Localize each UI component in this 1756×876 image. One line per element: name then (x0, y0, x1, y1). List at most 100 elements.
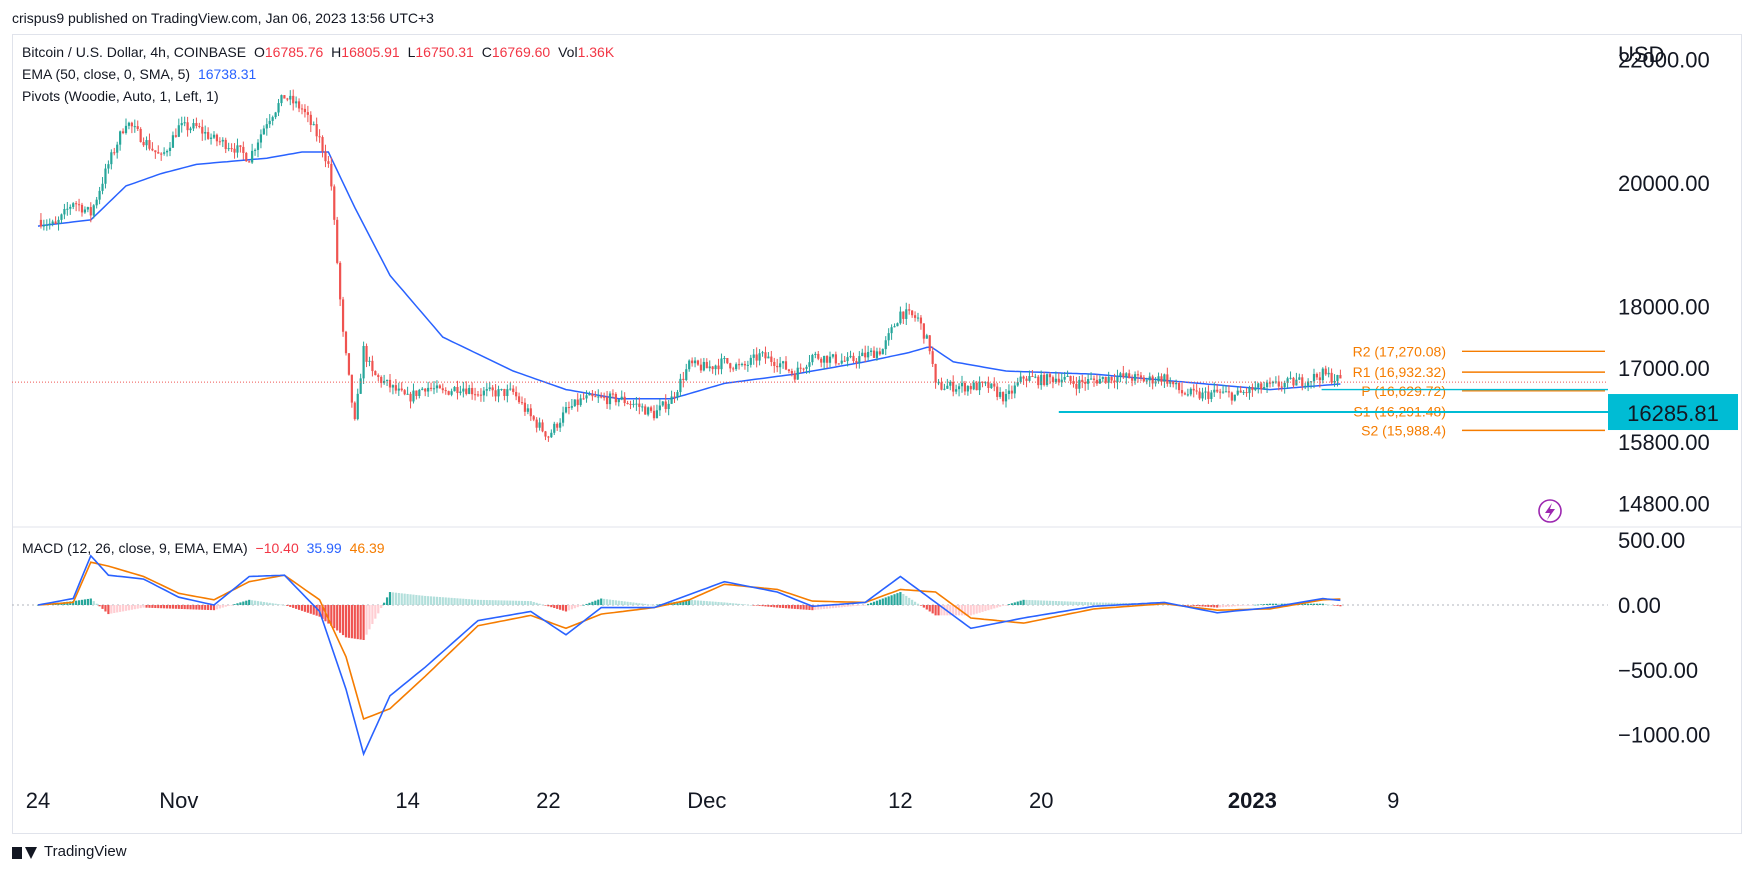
candle-body (139, 128, 142, 143)
candle-body (737, 364, 741, 366)
macd-histogram-bar (339, 605, 342, 633)
candle-body (576, 399, 579, 406)
macd-histogram-bar (723, 602, 726, 605)
candle-body (887, 333, 890, 341)
macd-histogram-bar (735, 603, 738, 605)
candle-body (529, 408, 532, 417)
candle-body (834, 354, 837, 364)
candle-body (127, 122, 131, 126)
candle-body (453, 386, 456, 392)
candle-body (1257, 383, 1260, 388)
candle-body (614, 393, 617, 403)
footer-brand[interactable]: TradingView (44, 843, 127, 860)
macd-histogram-bar (597, 599, 600, 605)
time-axis[interactable]: 24 Nov 14 22 Dec 12 20 2023 9 (26, 788, 1400, 813)
macd-histogram-bar (1230, 605, 1233, 607)
macd-histogram-bar (98, 605, 101, 607)
candle-body (365, 345, 368, 362)
macd-histogram-bar (905, 595, 908, 605)
macd-histogram-bar (75, 600, 78, 605)
candle-body (318, 136, 321, 138)
footer: TradingView (12, 843, 127, 860)
macd-histogram-bar (309, 605, 312, 614)
macd-histogram-bar (160, 605, 163, 609)
candle-body (940, 382, 943, 390)
candle-body (849, 355, 852, 358)
candle-body (617, 399, 620, 403)
candle-body (582, 398, 585, 400)
macd-pane (12, 554, 1608, 757)
candle-body (611, 393, 615, 395)
candle-body (1265, 382, 1269, 388)
candle-body (268, 120, 271, 125)
macd-histogram-bar (811, 605, 814, 611)
candle-body (271, 117, 274, 121)
candle-body (934, 363, 937, 383)
candle-body (564, 407, 568, 413)
candle-body (1298, 377, 1301, 380)
candle-body (799, 367, 802, 369)
macd-histogram-bar (987, 605, 990, 611)
macd-histogram-bar (459, 598, 462, 605)
macd-histogram-bar (1210, 605, 1213, 608)
legend-macd-label: MACD (12, 26, close, 9, EMA, EMA) (22, 540, 248, 556)
macd-histogram-bar (1274, 603, 1277, 605)
macd-histogram-bar (649, 604, 653, 606)
macd-histogram-bar (36, 605, 40, 606)
candle-body (1001, 391, 1005, 402)
macd-histogram-bar (280, 604, 283, 606)
candle-body (391, 385, 395, 388)
candle-body (1004, 393, 1008, 402)
macd-histogram-bar (544, 605, 547, 606)
candle-body (884, 340, 887, 350)
macd-histogram-bar (207, 605, 210, 610)
macd-histogram-bar (444, 597, 447, 605)
macd-histogram-bar (1010, 603, 1013, 605)
candle-body (1339, 375, 1342, 379)
macd-histogram-bar (708, 601, 711, 605)
candle-body (902, 311, 905, 319)
macd-histogram-bar (1045, 600, 1049, 605)
candle-body (1101, 376, 1104, 379)
candle-body (620, 396, 623, 400)
candle-body (286, 98, 289, 100)
macd-histogram-bar (333, 605, 336, 629)
macd-histogram-bar (195, 605, 198, 610)
macd-histogram-bar (139, 605, 142, 609)
macd-histogram-bar (1092, 602, 1096, 605)
macd-histogram-bar (793, 605, 796, 609)
macd-histogram-bar (638, 603, 641, 605)
candle-body (955, 389, 958, 392)
lightning-icon[interactable] (1538, 499, 1562, 523)
price-axis[interactable]: 14800.00 15800.00 17000.00 18000.00 20000.00… (1618, 47, 1710, 747)
candle-body (922, 323, 925, 339)
candle-body (890, 327, 893, 334)
candle-body (1333, 380, 1336, 383)
macd-histogram-bar (1195, 605, 1198, 607)
macd-histogram-bar (591, 601, 594, 605)
candle-body (256, 142, 260, 150)
candle-body (1107, 376, 1110, 383)
candle-body (248, 161, 251, 163)
macd-histogram-bar (163, 605, 166, 609)
candle-body (1213, 389, 1216, 393)
macd-histogram-bar (1239, 605, 1242, 606)
candle-body (1183, 393, 1187, 395)
macd-histogram-bar (1301, 603, 1304, 605)
macd-histogram-bar (990, 605, 993, 610)
candle-body (98, 190, 101, 200)
candle-body (972, 382, 975, 390)
macd-histogram-bar (377, 605, 380, 614)
macd-histogram-bar (1057, 601, 1060, 605)
candle-body (116, 144, 119, 153)
candle-body (368, 360, 371, 362)
macd-histogram-bar (245, 600, 248, 605)
candle-body (473, 394, 477, 396)
macd-histogram-bar (127, 605, 131, 611)
macd-histogram-bar (124, 605, 128, 611)
macd-histogram-bar (852, 605, 855, 607)
macd-histogram-bar (1327, 604, 1330, 606)
candle-body (702, 361, 705, 371)
macd-histogram-bar (840, 605, 843, 608)
